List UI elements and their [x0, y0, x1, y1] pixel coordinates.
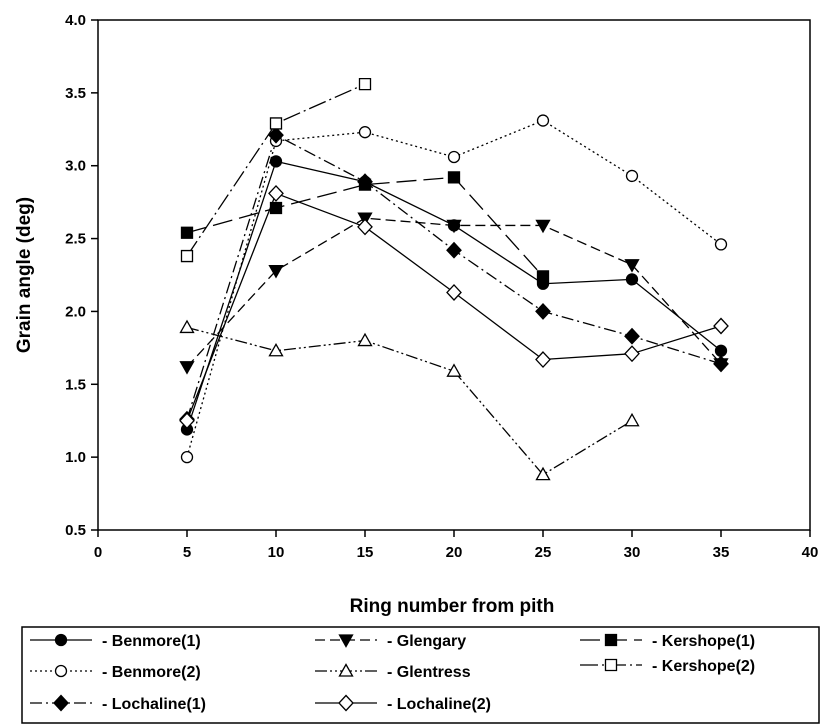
legend-marker [53, 694, 69, 712]
data-point [713, 317, 729, 335]
y-tick-label: 1.5 [65, 376, 86, 393]
series-line [186, 326, 633, 476]
data-point [358, 178, 372, 191]
y-tick-label: 2.5 [65, 231, 86, 248]
data-point [179, 319, 195, 334]
y-tick-label: 0.5 [65, 522, 86, 539]
data-point [714, 344, 728, 357]
data-point [269, 201, 283, 215]
data-point [358, 126, 372, 139]
x-axis-label: Ring number from pith [350, 596, 555, 617]
legend-entry-label: - Glentress [387, 664, 471, 681]
legend-entry-label: - Lochaline(2) [387, 696, 491, 713]
y-tick-label: 3.0 [65, 158, 86, 175]
data-point [180, 226, 194, 239]
data-point [269, 155, 283, 168]
legend: - Benmore(1) - Benmore(2) - Lochaline(1) - … [21, 626, 820, 724]
data-point [446, 219, 462, 234]
data-point [535, 302, 551, 320]
data-point [446, 363, 462, 377]
data-point [179, 412, 195, 430]
data-point [714, 238, 728, 251]
axes [91, 19, 811, 537]
legend-entry-label: - Kershope(1) [652, 633, 755, 650]
legend-marker [54, 633, 68, 647]
y-axis-label: Grain angle (deg) [14, 197, 35, 353]
data-point [535, 219, 551, 234]
series-lines [186, 83, 722, 476]
data-point [535, 466, 551, 481]
legend-entry-label: - Kershope(2) [652, 658, 755, 675]
data-point [180, 249, 194, 263]
legend-marker [604, 633, 618, 647]
legend-marker [54, 664, 68, 678]
legend-frame [21, 626, 820, 724]
data-point [180, 450, 194, 464]
data-point [535, 351, 551, 368]
y-tick-label: 2.0 [65, 303, 86, 320]
y-tick-label: 3.5 [65, 85, 86, 102]
legend-marker [338, 663, 354, 677]
data-point [268, 184, 284, 202]
data-point [269, 117, 283, 130]
x-tick-label: 15 [357, 544, 374, 561]
x-tick-label: 20 [446, 544, 463, 561]
data-point [446, 284, 462, 301]
data-point [447, 171, 461, 184]
data-point [625, 273, 639, 286]
legend-entry-label: - Benmore(2) [102, 664, 201, 681]
data-point [624, 345, 640, 363]
legend-entry-label: - Lochaline(1) [102, 696, 206, 713]
data-point [268, 264, 284, 279]
data-point [268, 126, 284, 144]
legend-marker [338, 694, 354, 712]
legend-entry-label: - Glengary [387, 633, 466, 650]
legend-marker [604, 658, 618, 672]
data-point [447, 150, 461, 164]
data-point [713, 358, 729, 372]
x-tick-label: 40 [802, 544, 819, 561]
x-tick-label: 35 [713, 544, 730, 561]
series-line [186, 83, 366, 257]
y-tick-label: 1.0 [65, 449, 86, 466]
data-point [624, 327, 640, 345]
series-markers [179, 77, 729, 481]
data-point [268, 342, 284, 357]
series-line [186, 176, 544, 277]
legend-entry-label: - Benmore(1) [102, 633, 201, 650]
data-point [446, 241, 462, 259]
data-point [357, 218, 373, 236]
x-tick-label: 5 [183, 544, 191, 561]
data-point [358, 77, 372, 91]
y-tick-label: 4.0 [65, 12, 86, 29]
data-point [357, 332, 373, 347]
legend-marker [338, 634, 354, 648]
data-point [179, 361, 195, 375]
tick-labels: 0 5 10 15 20 25 30 35 40 0.5 1.0 1.5 2.0 2.5 3.0 3.5 4.0 [65, 12, 818, 561]
data-point [624, 259, 640, 273]
plot-frame [97, 19, 811, 531]
data-point [536, 270, 550, 283]
x-tick-label: 30 [624, 544, 641, 561]
data-point [625, 169, 639, 183]
x-tick-label: 25 [535, 544, 552, 561]
data-point [536, 114, 550, 127]
data-point [624, 412, 640, 427]
x-tick-label: 10 [268, 544, 285, 561]
x-tick-label: 0 [94, 544, 102, 561]
